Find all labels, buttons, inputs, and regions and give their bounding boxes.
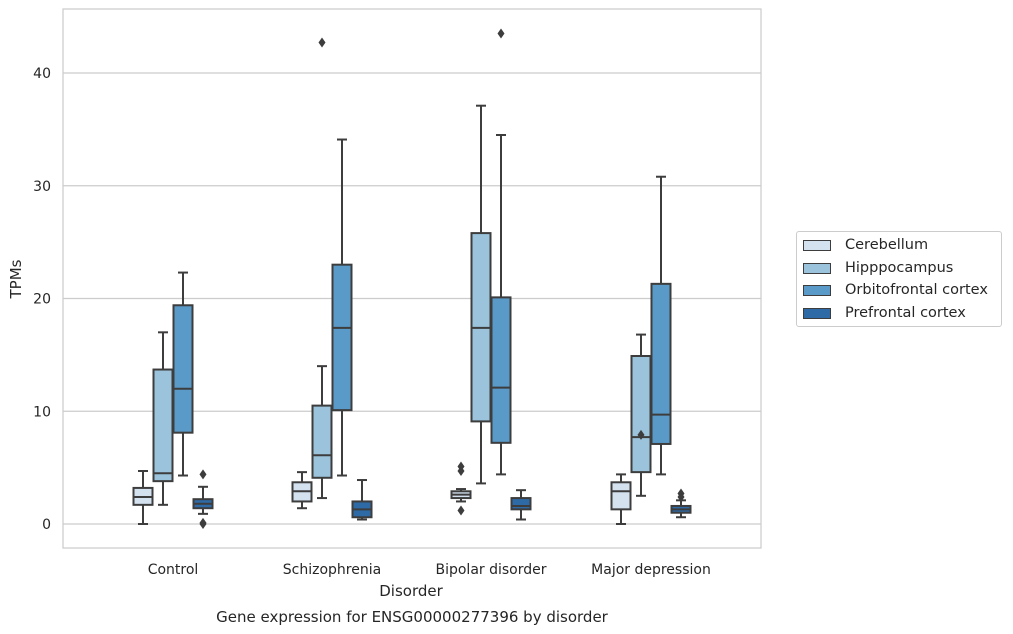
outlier-point <box>457 466 465 477</box>
legend-item-cerebellum: Cerebellum <box>803 235 928 255</box>
box-group <box>510 489 532 521</box>
legend-label: Hipppocampus <box>845 260 954 276</box>
box-marks <box>132 28 692 529</box>
y-tick-label: 0 <box>42 517 51 533</box>
legend-item-prefrontal-cortex: Prefrontal cortex <box>803 303 966 323</box>
outlier-point <box>457 505 465 516</box>
box-group <box>331 138 353 477</box>
y-tick-label: 30 <box>33 179 51 195</box>
outlier-point <box>199 519 207 529</box>
box-group <box>450 461 472 516</box>
box-group <box>311 37 333 500</box>
box <box>490 296 512 444</box>
box-group <box>490 28 512 476</box>
box <box>152 368 174 483</box>
legend-label: Cerebellum <box>845 237 929 253</box>
legend-swatch <box>803 307 831 319</box>
y-tick-label: 40 <box>33 66 51 82</box>
x-tick-label: Bipolar disorder <box>435 562 546 578</box>
x-tick-labels: Control Schizophrenia Bipolar disorder Majo… <box>148 562 711 578</box>
box-group <box>670 488 692 519</box>
chart-title: Gene expression for ENSG00000277396 by d… <box>216 608 609 626</box>
box-group <box>291 471 313 510</box>
box-group <box>650 175 672 476</box>
plot-frame <box>62 8 762 549</box>
x-tick-label: Schizophrenia <box>283 562 381 578</box>
box-group <box>630 333 652 497</box>
y-tick-label: 20 <box>33 292 51 308</box>
outlier-point <box>677 491 685 502</box>
legend-swatch <box>803 284 831 296</box>
box-group <box>132 470 154 525</box>
box-group <box>152 331 174 506</box>
box <box>311 404 333 479</box>
outlier-point <box>637 429 645 440</box>
legend-label: Orbitofrontal cortex <box>845 282 988 298</box>
box <box>331 263 353 412</box>
legend-item-hippocampus: Hipppocampus <box>803 258 953 278</box>
box-group <box>470 104 492 485</box>
box-group <box>192 469 214 529</box>
y-axis-title: TPMs <box>7 259 25 299</box>
legend-swatch <box>803 262 831 274</box>
outlier-point <box>497 28 505 39</box>
box <box>630 355 652 474</box>
legend: Cerebellum Hipppocampus Orbitofrontal co… <box>796 231 1002 327</box>
box <box>510 497 532 511</box>
x-axis-title: Disorder <box>379 582 443 600</box>
x-tick-label: Major depression <box>591 562 711 578</box>
box-group <box>610 473 632 525</box>
outlier-point <box>199 469 207 480</box>
outlier-point <box>318 37 326 48</box>
box-group <box>351 479 373 521</box>
legend-item-orbitofrontal-cortex: Orbitofrontal cortex <box>803 280 988 300</box>
box-group <box>172 271 194 477</box>
y-tick-label: 10 <box>33 404 51 420</box>
box <box>610 481 632 511</box>
box <box>650 282 672 445</box>
x-tick-label: Control <box>148 562 199 578</box>
y-tick-labels: 0 10 20 30 40 <box>33 66 51 533</box>
legend-swatch <box>803 239 831 251</box>
box <box>172 304 194 434</box>
legend-label: Prefrontal cortex <box>845 305 966 321</box>
